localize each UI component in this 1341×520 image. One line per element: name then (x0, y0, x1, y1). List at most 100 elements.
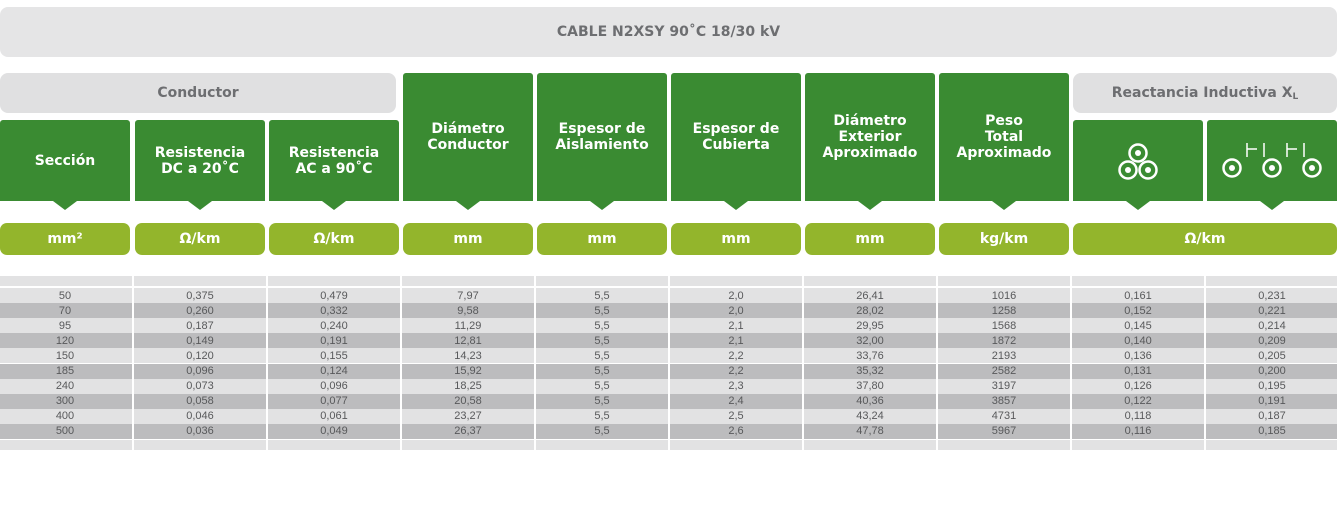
column-separator (132, 348, 134, 364)
column-separator (266, 440, 268, 455)
table-cell-espesor-aislamiento: 5,5 (594, 365, 610, 377)
column-separator (668, 318, 670, 334)
column-separator (1204, 423, 1206, 439)
table-cell-peso-total: 1016 (991, 289, 1017, 302)
column-separator (668, 276, 670, 291)
header-reactancia-plano (1207, 120, 1337, 201)
header-label: Diámetro Conductor (427, 121, 509, 153)
header-label: Peso Total Aproximado (956, 113, 1052, 161)
column-separator (132, 408, 134, 424)
header-pointer (1126, 201, 1150, 210)
table-cell-resistencia-dc: 0,058 (186, 395, 214, 408)
table-cell-peso-total: 1258 (991, 304, 1017, 317)
table-cell-seccion: 500 (55, 425, 75, 438)
table-cell-seccion: 120 (55, 334, 75, 347)
header-espesor-cubierta: Espesor de Cubierta (671, 73, 801, 201)
column-separator (534, 303, 536, 319)
table-cell-espesor-cubierta: 2,5 (728, 410, 744, 423)
column-separator (266, 363, 268, 379)
column-separator (400, 363, 402, 379)
header-resistencia-dc: Resistencia DC a 20˚C (135, 120, 265, 201)
table-cell-espesor-aislamiento: 5,5 (594, 380, 610, 393)
header-pointer (724, 201, 748, 210)
column-separator (534, 440, 536, 455)
unit-label: Ω/km (269, 223, 399, 255)
column-separator (1070, 303, 1072, 319)
table-cell-espesor-aislamiento: 5,5 (594, 304, 610, 317)
column-separator (802, 303, 804, 319)
table-row: 150 0,120 0,155 14,23 5,5 2,2 33,76 2193 0,136 0,… (0, 348, 1337, 364)
header-pointer (858, 201, 882, 210)
table-cell-espesor-cubierta: 2,0 (728, 289, 744, 302)
column-separator (400, 408, 402, 424)
column-separator (534, 393, 536, 409)
table-top-spacer (0, 276, 1337, 291)
header-label: Diámetro Exterior Aproximado (822, 113, 918, 161)
column-separator (266, 423, 268, 439)
table-cell-resistencia-ac: 0,332 (320, 304, 348, 317)
table-row: 120 0,149 0,191 12,81 5,5 2,1 32,00 1872 0,140 0,… (0, 333, 1337, 349)
column-separator (132, 276, 134, 291)
header-pointer (590, 201, 614, 210)
table-cell-diametro-conductor: 15,92 (454, 365, 482, 377)
table-cell-reactancia-plano: 0,187 (1258, 410, 1286, 423)
table-cell-seccion: 50 (58, 289, 72, 302)
header-pointer (322, 201, 346, 210)
table-bottom-spacer (0, 440, 1337, 455)
table-cell-resistencia-ac: 0,077 (320, 395, 348, 408)
column-separator (1204, 333, 1206, 349)
table-cell-seccion: 400 (55, 410, 75, 423)
table-cell-peso-total: 2193 (991, 349, 1017, 362)
column-separator (936, 423, 938, 439)
table-cell-resistencia-ac: 0,049 (320, 425, 348, 438)
column-separator (132, 318, 134, 334)
column-separator (534, 408, 536, 424)
column-separator (132, 378, 134, 394)
table-row: 240 0,073 0,096 18,25 5,5 2,3 37,80 3197 0,126 0,… (0, 378, 1337, 394)
table-cell-seccion: 300 (55, 395, 75, 408)
unit-label: Ω/km (1073, 223, 1337, 255)
column-separator (802, 318, 804, 334)
column-separator (668, 423, 670, 439)
table-cell-seccion: 70 (58, 304, 72, 317)
table-cell-reactancia-plano: 0,191 (1258, 395, 1286, 408)
column-separator (1204, 393, 1206, 409)
table-row: 50 0,375 0,479 7,97 5,5 2,0 26,41 1016 0,161 0,23… (0, 288, 1337, 303)
column-separator (132, 423, 134, 439)
column-separator (1070, 333, 1072, 349)
table-cell-resistencia-dc: 0,120 (186, 349, 214, 362)
table-cell-diametro-conductor: 9,58 (457, 304, 479, 317)
unit-label: mm (671, 223, 801, 255)
table-cell-reactancia-plano: 0,214 (1258, 319, 1286, 332)
cable-2-core (1309, 164, 1315, 171)
table-cell-reactancia-trebol: 0,152 (1124, 304, 1152, 317)
column-separator (1204, 288, 1206, 303)
table-row: 300 0,058 0,077 20,58 5,5 2,4 40,36 3857 0,122 0,… (0, 393, 1337, 409)
column-separator (936, 378, 938, 394)
table-cell-espesor-cubierta: 2,3 (728, 380, 744, 393)
table-cell-espesor-aislamiento: 5,5 (594, 334, 610, 347)
table-cell-espesor-aislamiento: 5,5 (594, 395, 610, 408)
column-separator (1204, 348, 1206, 364)
column-separator (400, 423, 402, 439)
table-cell-espesor-cubierta: 2,2 (728, 349, 744, 362)
column-separator (668, 333, 670, 349)
table-row: 95 0,187 0,240 11,29 5,5 2,1 29,95 1568 0,145 0,2… (0, 318, 1337, 334)
column-separator (936, 318, 938, 334)
column-separator (1070, 363, 1072, 379)
table-row: 400 0,046 0,061 23,27 5,5 2,5 43,24 4731 0,118 0,… (0, 408, 1337, 424)
header-label: Espesor de Aislamiento (555, 121, 649, 153)
unit-label: mm (537, 223, 667, 255)
table-cell-diametro-exterior: 47,78 (856, 425, 884, 438)
header-espesor-aislamiento: Espesor de Aislamiento (537, 73, 667, 201)
column-separator (936, 333, 938, 349)
table-cell-espesor-cubierta: 2,6 (728, 425, 744, 438)
header-diametro-conductor: Diámetro Conductor (403, 73, 533, 201)
group-conductor: Conductor (0, 73, 396, 113)
table-cell-seccion: 150 (55, 349, 75, 362)
table-cell-reactancia-trebol: 0,116 (1124, 425, 1152, 438)
table-cell-resistencia-dc: 0,046 (186, 410, 214, 423)
column-separator (1204, 440, 1206, 455)
column-separator (802, 276, 804, 291)
column-separator (802, 333, 804, 349)
